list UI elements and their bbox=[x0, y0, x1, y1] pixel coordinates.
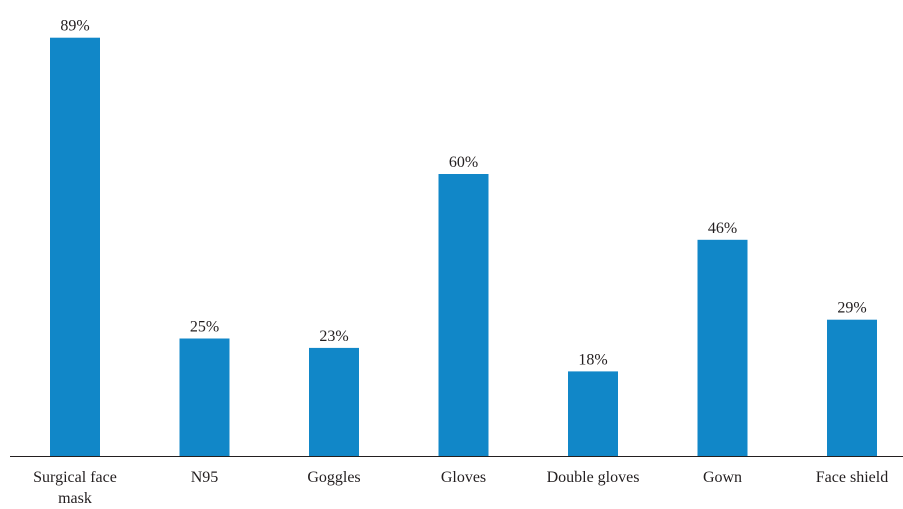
data-label: 46% bbox=[708, 220, 737, 237]
value-labels-group: 89% 25% 23% 60% 18% 46% 29% bbox=[60, 18, 866, 369]
x-tick-label-line: Gloves bbox=[441, 469, 486, 486]
x-tick-label: N95 bbox=[191, 469, 219, 486]
bar-face-shield bbox=[827, 319, 877, 456]
x-tick-label-line: Face shield bbox=[816, 469, 888, 486]
x-tick-label: Gown bbox=[703, 469, 742, 486]
data-label: 89% bbox=[60, 18, 89, 35]
data-label: 60% bbox=[449, 154, 478, 171]
x-tick-label: Surgical face mask bbox=[33, 469, 117, 507]
data-label: 29% bbox=[837, 300, 866, 317]
data-label: 18% bbox=[578, 351, 607, 368]
x-tick-label-line: Goggles bbox=[307, 469, 360, 486]
bar-gown bbox=[697, 239, 748, 456]
x-tick-label-line: mask bbox=[58, 490, 92, 507]
x-tick-label: Face shield bbox=[816, 469, 888, 486]
x-tick-label: Double gloves bbox=[547, 469, 640, 486]
x-tick-label: Goggles bbox=[307, 469, 360, 486]
x-tick-label-line: Double gloves bbox=[547, 469, 640, 486]
bar-surgical-face-mask bbox=[50, 37, 100, 456]
x-tick-label-line: Gown bbox=[703, 469, 742, 486]
x-tick-labels-group: Surgical face mask N95 Goggles Gloves Double … bbox=[33, 469, 888, 507]
data-label: 23% bbox=[319, 328, 348, 345]
data-label: 25% bbox=[190, 319, 219, 336]
bars-group bbox=[50, 37, 877, 456]
bar-double-gloves bbox=[568, 371, 618, 456]
bar-n95 bbox=[179, 338, 230, 456]
bar-gloves bbox=[438, 174, 489, 456]
bar-goggles bbox=[309, 347, 359, 456]
x-tick-label-line: Surgical face bbox=[33, 469, 117, 486]
x-tick-label: Gloves bbox=[441, 469, 486, 486]
x-tick-label-line: N95 bbox=[191, 469, 219, 486]
